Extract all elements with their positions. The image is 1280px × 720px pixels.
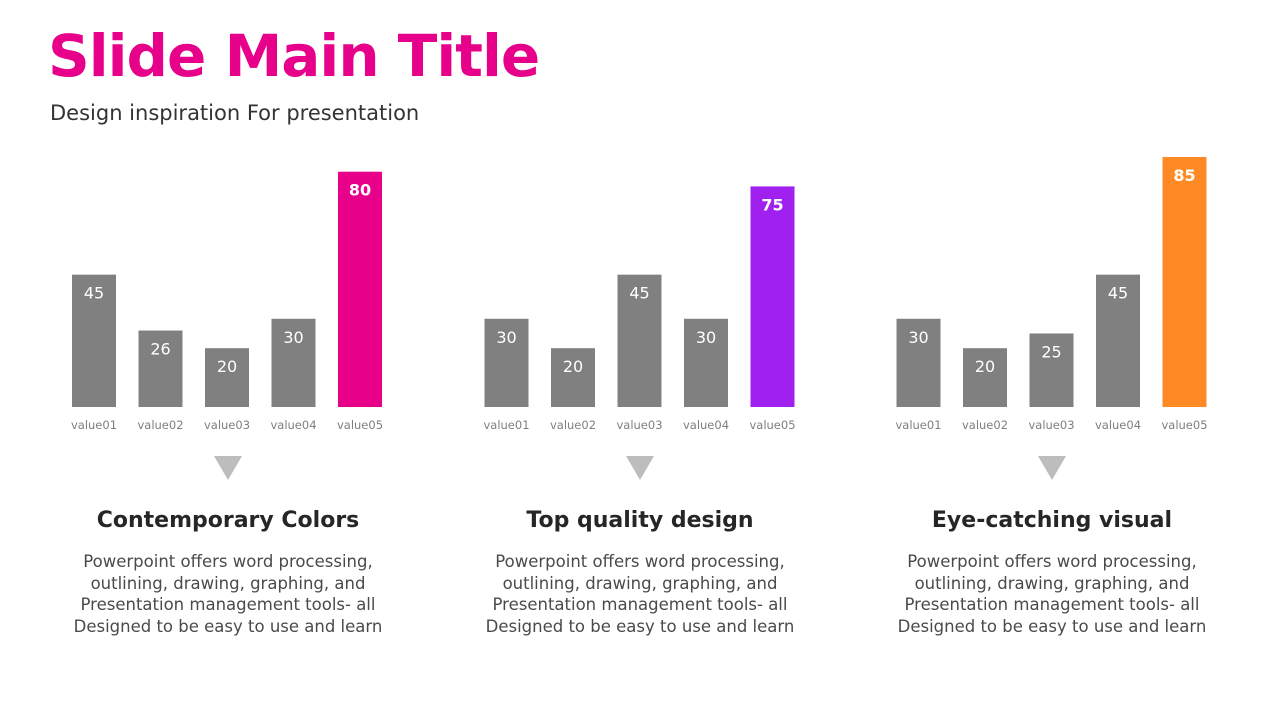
bar-value-label: 30 <box>908 328 928 347</box>
bar-chart-2: 30 value01 20 value02 45 value03 30 value04 75 va… <box>483 186 796 432</box>
caption-line: outlining, drawing, graphing, and <box>502 573 778 593</box>
bar <box>896 318 941 407</box>
caption-line: Designed to be easy to use and learn <box>73 616 383 636</box>
category-label: value04 <box>1095 418 1141 432</box>
bar <box>138 330 183 407</box>
category-label: value02 <box>550 418 596 432</box>
caption-title: Contemporary Colors <box>96 508 360 533</box>
bar-value-label: 75 <box>761 195 783 214</box>
category-label: value02 <box>962 418 1008 432</box>
slide-subtitle: Design inspiration For presentation <box>50 101 420 125</box>
bar-value-label: 45 <box>84 284 104 303</box>
bar <box>1096 274 1140 407</box>
category-label: value05 <box>1161 418 1207 432</box>
bar-value-label: 45 <box>629 284 649 303</box>
category-label: value04 <box>270 418 316 432</box>
caption-line: Powerpoint offers word processing, <box>83 552 373 571</box>
caption-title: Eye-catching visual <box>931 508 1173 533</box>
bar <box>1029 333 1074 407</box>
caption-text: Powerpoint offers word processing, outli… <box>460 551 820 637</box>
bar-chart-3: 30 value01 20 value02 25 value03 45 value04 85 va… <box>895 157 1208 432</box>
bar-charts: 45 value01 26 value02 20 value03 30 value04 80 va… <box>71 157 1208 432</box>
bar <box>72 274 116 407</box>
bar-value-label: 30 <box>696 328 716 347</box>
category-label: value05 <box>337 418 383 432</box>
bar-value-label: 26 <box>150 340 170 359</box>
caption-line: outlining, drawing, graphing, and <box>90 573 366 593</box>
bar-value-label: 20 <box>217 357 237 376</box>
bar <box>205 348 249 407</box>
caption-text: Powerpoint offers word processing, outli… <box>872 551 1232 637</box>
caption-line: outlining, drawing, graphing, and <box>914 573 1190 593</box>
bar-value-label: 30 <box>496 328 516 347</box>
caption-text: Powerpoint offers word processing, outli… <box>48 551 408 637</box>
bar-value-label: 30 <box>283 328 303 347</box>
category-label: value01 <box>71 418 117 432</box>
pointer-triangle-icon <box>214 456 242 480</box>
caption-line: Presentation management tools- all <box>492 595 788 614</box>
bar <box>1162 157 1207 407</box>
category-label: value04 <box>683 418 729 432</box>
slide-title: Slide Main Title <box>48 22 540 90</box>
bar-value-label: 20 <box>975 357 995 376</box>
bar <box>271 318 316 407</box>
bar <box>750 186 795 407</box>
bar-chart-1: 45 value01 26 value02 20 value03 30 value04 80 va… <box>71 171 383 432</box>
caption-title: Top quality design <box>526 508 754 533</box>
caption-line: Designed to be easy to use and learn <box>485 616 795 636</box>
bar <box>338 171 382 407</box>
category-label: value03 <box>204 418 250 432</box>
caption-line: Powerpoint offers word processing, <box>495 552 785 571</box>
category-label: value01 <box>895 418 941 432</box>
caption-line: Presentation management tools- all <box>904 595 1200 614</box>
bar-value-label: 25 <box>1041 342 1061 361</box>
category-label: value01 <box>483 418 529 432</box>
bar-value-label: 85 <box>1173 166 1195 185</box>
caption-line: Designed to be easy to use and learn <box>897 616 1207 636</box>
category-label: value02 <box>137 418 183 432</box>
bar <box>484 318 529 407</box>
category-label: value05 <box>749 418 795 432</box>
category-label: value03 <box>1028 418 1074 432</box>
category-label: value03 <box>616 418 662 432</box>
bar-value-label: 20 <box>563 357 583 376</box>
bar <box>684 318 728 407</box>
pointer-triangle-icon <box>626 456 654 480</box>
bar <box>551 348 595 407</box>
caption-line: Presentation management tools- all <box>80 595 376 614</box>
bar-value-label: 45 <box>1108 284 1128 303</box>
bar <box>617 274 662 407</box>
bar <box>963 348 1007 407</box>
caption-line: Powerpoint offers word processing, <box>907 552 1197 571</box>
pointer-triangle-icon <box>1038 456 1066 480</box>
bar-value-label: 80 <box>349 181 371 200</box>
